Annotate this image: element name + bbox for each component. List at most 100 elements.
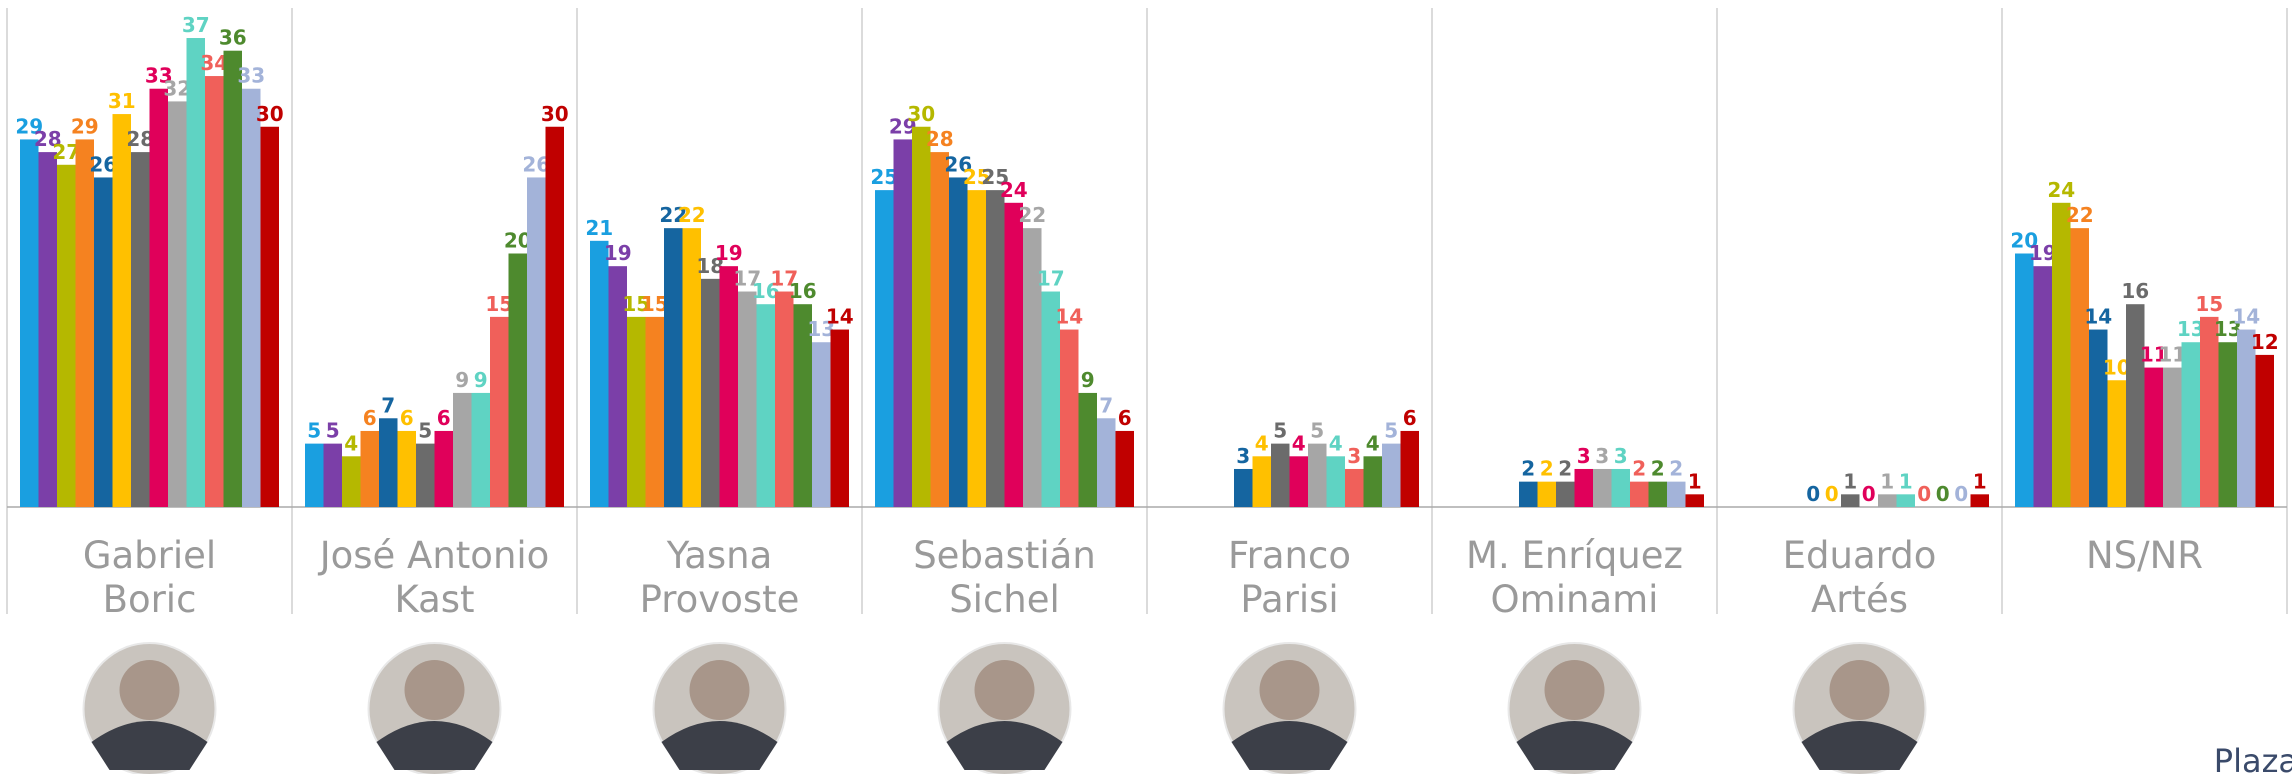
bar [2218, 342, 2237, 507]
bar [2015, 253, 2034, 507]
bar [131, 152, 150, 507]
value-label: 6 [1118, 406, 1132, 430]
value-label: 22 [678, 203, 706, 227]
value-label: 24 [1000, 178, 1028, 202]
bar [2052, 202, 2071, 508]
value-label: 2 [1540, 457, 1554, 481]
bar [1556, 481, 1575, 507]
bar [1115, 430, 1134, 507]
value-label: 28 [926, 127, 954, 151]
category-label: Franco [1228, 534, 1351, 577]
value-label: 29 [71, 114, 99, 138]
category-label: Sebastián [913, 534, 1096, 577]
bar [1271, 443, 1290, 507]
value-label: 4 [1329, 431, 1343, 455]
bar [608, 266, 627, 507]
bar [627, 316, 646, 507]
value-label: 17 [1037, 267, 1065, 291]
value-label: 6 [400, 406, 414, 430]
bar [756, 304, 775, 507]
photo-shoulders [661, 721, 778, 770]
bar [1097, 418, 1116, 507]
bar [2255, 354, 2274, 507]
bar [1289, 456, 1308, 507]
bar [1648, 481, 1667, 507]
category-label: Sichel [949, 578, 1060, 621]
value-label: 24 [2047, 178, 2075, 202]
value-label: 1 [1880, 469, 1894, 493]
bar [2126, 304, 2145, 507]
bar [260, 126, 279, 507]
bar [664, 228, 683, 507]
value-label: 22 [2066, 203, 2094, 227]
bar [527, 177, 546, 507]
value-label: 30 [256, 102, 284, 126]
value-label: 28 [34, 127, 62, 151]
bar [2237, 329, 2256, 507]
bar [949, 177, 968, 507]
value-label: 3 [1614, 444, 1628, 468]
bar [682, 228, 701, 507]
value-label: 3 [1236, 444, 1250, 468]
bar [2181, 342, 2200, 507]
value-label: 9 [474, 368, 488, 392]
bar [930, 152, 949, 507]
value-label: 0 [1825, 482, 1839, 506]
category-label: Gabriel [83, 534, 216, 577]
value-label: 0 [1862, 482, 1876, 506]
bar [186, 38, 205, 508]
value-label: 19 [604, 241, 632, 265]
value-label: 5 [418, 419, 432, 443]
value-label: 2 [1651, 457, 1665, 481]
value-label: 36 [219, 26, 247, 50]
value-label: 25 [981, 165, 1009, 189]
category-label: José Antonio [318, 534, 550, 577]
value-label: 19 [715, 241, 743, 265]
bar [1630, 481, 1649, 507]
photo-head [1544, 660, 1605, 720]
bar [1252, 456, 1271, 507]
bar [986, 190, 1005, 507]
bar [912, 126, 931, 507]
bar [2070, 228, 2089, 507]
value-label: 21 [585, 216, 613, 240]
bar [1574, 468, 1593, 507]
value-label: 1 [1688, 469, 1702, 493]
bar [2033, 266, 2052, 507]
value-label: 7 [1099, 393, 1113, 417]
value-label: 14 [826, 305, 854, 329]
bar [38, 152, 57, 507]
bar [738, 291, 757, 507]
bar [875, 190, 894, 507]
bar [434, 430, 453, 507]
photo-head [119, 660, 180, 720]
category-label: Boric [103, 578, 197, 621]
bar [57, 164, 76, 507]
photo-shoulders [1516, 721, 1633, 770]
value-label: 17 [770, 267, 798, 291]
value-label: 22 [659, 203, 687, 227]
value-label: 4 [1255, 431, 1269, 455]
value-label: 5 [326, 419, 340, 443]
bar [1667, 481, 1686, 507]
value-label: 31 [108, 89, 136, 113]
value-label: 1 [1843, 469, 1857, 493]
bar [508, 253, 527, 507]
photo-shoulders [376, 721, 493, 770]
bar [490, 316, 509, 507]
bar [305, 443, 324, 507]
category-label: Provoste [640, 578, 800, 621]
bar [223, 50, 242, 507]
watermark: Plaza [2214, 742, 2292, 774]
value-label: 4 [1366, 431, 1380, 455]
value-label: 9 [1081, 368, 1095, 392]
value-label: 2 [1669, 457, 1683, 481]
bar [397, 430, 416, 507]
value-label: 30 [541, 102, 569, 126]
category-label: Eduardo [1783, 534, 1937, 577]
photo-head [974, 660, 1035, 720]
value-label: 14 [2084, 305, 2112, 329]
value-label: 2 [1632, 457, 1646, 481]
photo-head [1829, 660, 1890, 720]
bar [1685, 494, 1704, 507]
